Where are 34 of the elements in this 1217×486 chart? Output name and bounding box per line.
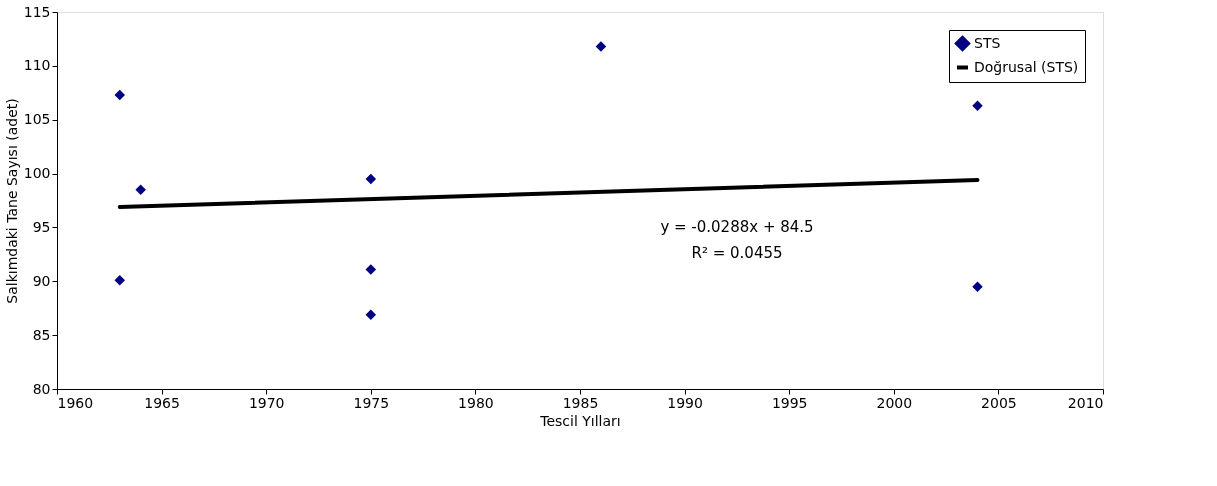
y-axis-title: Salkımdaki Tane Sayısı (adet) <box>3 98 20 304</box>
x-tick-label: 1990 <box>667 394 703 411</box>
legend-label: STS <box>974 34 1001 51</box>
x-tick-label: 1980 <box>458 394 494 411</box>
y-tick-label: 105 <box>23 111 51 128</box>
annotation: y = -0.0288x + 84.5 <box>660 218 814 236</box>
point <box>365 264 377 275</box>
x-tick-label: 2005 <box>981 394 1017 411</box>
point <box>135 184 146 195</box>
y-tick-label: 85 <box>32 326 51 343</box>
point <box>972 281 983 292</box>
annotation: R² = 0.0455 <box>691 244 783 262</box>
x-tick-label: 1985 <box>562 394 599 411</box>
point <box>114 274 125 286</box>
y-tick-label: 95 <box>32 218 51 235</box>
point <box>595 41 607 52</box>
y-tick-label: 80 <box>32 380 51 397</box>
y-tick-label: 110 <box>23 57 51 74</box>
point <box>114 89 125 101</box>
x-tick-label: 1965 <box>144 394 180 411</box>
point <box>365 173 377 185</box>
x-axis-title: Tescil Yılları <box>539 412 621 429</box>
x-tick-label: 2010 <box>1067 394 1104 411</box>
x-tick-label: 1970 <box>248 394 285 411</box>
y-tick-label: 100 <box>23 165 51 182</box>
y-tick-label: 115 <box>23 3 51 20</box>
x-tick-label: 2000 <box>876 394 913 411</box>
legend-label: Doğrusal (STS) <box>974 58 1079 75</box>
point <box>365 309 377 320</box>
point <box>972 100 983 111</box>
x-tick-label: 1960 <box>57 394 94 411</box>
y-tick-label: 90 <box>32 272 51 289</box>
x-tick-label: 1975 <box>353 394 390 411</box>
x-tick-label: 1995 <box>771 394 808 411</box>
